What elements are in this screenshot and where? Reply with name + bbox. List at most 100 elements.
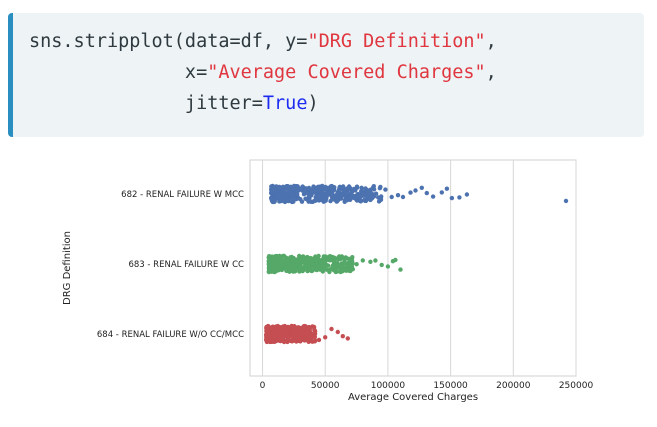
data-point <box>439 190 444 195</box>
x-axis-label: Average Covered Charges <box>348 392 478 403</box>
data-point <box>316 195 321 200</box>
data-point <box>298 331 304 336</box>
code-string: "DRG Definition" <box>307 31 486 52</box>
data-point <box>395 193 401 198</box>
data-point <box>271 335 276 340</box>
data-point <box>365 193 371 198</box>
code-text: ) <box>307 93 319 114</box>
data-point <box>290 260 296 265</box>
data-point <box>457 195 462 200</box>
data-point <box>464 192 470 197</box>
data-point <box>346 184 352 189</box>
data-point <box>320 197 326 202</box>
data-point <box>269 338 274 343</box>
data-point <box>270 262 276 267</box>
data-point <box>312 339 317 344</box>
data-point <box>300 268 305 274</box>
data-point <box>344 193 349 198</box>
data-point <box>285 198 290 203</box>
data-point <box>389 194 394 200</box>
data-point <box>266 269 272 275</box>
data-point <box>327 258 333 263</box>
x-tick-label: 50000 <box>311 381 340 391</box>
data-point <box>337 263 342 269</box>
data-point <box>316 337 322 343</box>
data-point <box>305 254 310 260</box>
data-point <box>322 258 328 264</box>
y-tick-label: 682 - RENAL FAILURE W MCC <box>121 190 244 200</box>
data-point <box>265 333 271 338</box>
data-point <box>302 190 308 195</box>
data-point <box>277 193 282 199</box>
data-point <box>306 335 311 340</box>
data-point <box>295 196 301 201</box>
code-text: x= <box>29 62 208 83</box>
data-point <box>400 194 406 200</box>
data-point <box>285 338 290 343</box>
data-point <box>373 191 379 196</box>
data-point <box>354 198 360 203</box>
data-point <box>326 191 331 196</box>
data-point <box>449 195 455 201</box>
data-point <box>302 338 307 343</box>
data-point <box>287 263 293 268</box>
data-point <box>301 254 306 259</box>
data-point <box>368 259 373 264</box>
data-point <box>313 256 318 261</box>
data-point <box>298 186 304 192</box>
data-point <box>337 194 342 199</box>
y-axis-label: DRG Definition <box>62 231 73 305</box>
data-point <box>293 267 298 272</box>
data-point <box>296 334 301 339</box>
data-point <box>419 185 424 190</box>
data-point <box>265 336 270 342</box>
data-point <box>284 328 290 334</box>
strip-plot-svg: 682 - RENAL FAILURE W MCC 683 - RENAL FAI… <box>62 159 593 403</box>
data-point <box>368 189 373 195</box>
data-point <box>274 188 280 193</box>
data-point <box>339 254 345 259</box>
data-point <box>297 260 302 265</box>
code-text: , <box>485 62 497 83</box>
data-point <box>347 197 353 202</box>
data-point <box>285 189 291 194</box>
data-point <box>334 267 339 272</box>
data-point <box>316 265 321 270</box>
y-tick-label: 683 - RENAL FAILURE W CC <box>128 260 244 270</box>
data-point <box>321 185 327 190</box>
data-point <box>305 186 311 191</box>
data-point <box>360 191 365 197</box>
data-points <box>264 183 569 345</box>
data-point <box>271 186 276 192</box>
x-tick-label: 150000 <box>433 381 468 391</box>
data-point <box>310 260 315 266</box>
code-keyword: True <box>262 93 308 114</box>
data-point <box>331 185 336 190</box>
data-point <box>327 254 333 259</box>
data-point <box>370 185 375 191</box>
x-tick-label: 100000 <box>371 381 406 391</box>
data-point <box>331 258 336 263</box>
data-point <box>269 327 275 332</box>
data-point <box>295 192 300 197</box>
data-point <box>351 186 357 192</box>
code-string: "Average Covered Charges" <box>207 62 486 83</box>
data-point <box>283 261 288 267</box>
data-point <box>276 267 281 272</box>
data-point <box>305 329 310 335</box>
data-point <box>312 334 317 340</box>
data-point <box>302 323 307 329</box>
data-point <box>363 187 368 192</box>
data-point <box>335 191 340 196</box>
data-point <box>266 255 272 260</box>
data-point <box>289 334 295 339</box>
data-point <box>289 339 295 344</box>
x-tick-label: 0 <box>260 381 266 391</box>
data-point <box>285 258 290 263</box>
data-point <box>377 186 383 191</box>
data-point <box>265 329 270 334</box>
x-tick-label: 200000 <box>496 381 531 391</box>
y-tick-labels: 682 - RENAL FAILURE W MCC 683 - RENAL FAI… <box>97 190 244 340</box>
data-point <box>346 261 352 266</box>
data-point <box>321 193 327 198</box>
